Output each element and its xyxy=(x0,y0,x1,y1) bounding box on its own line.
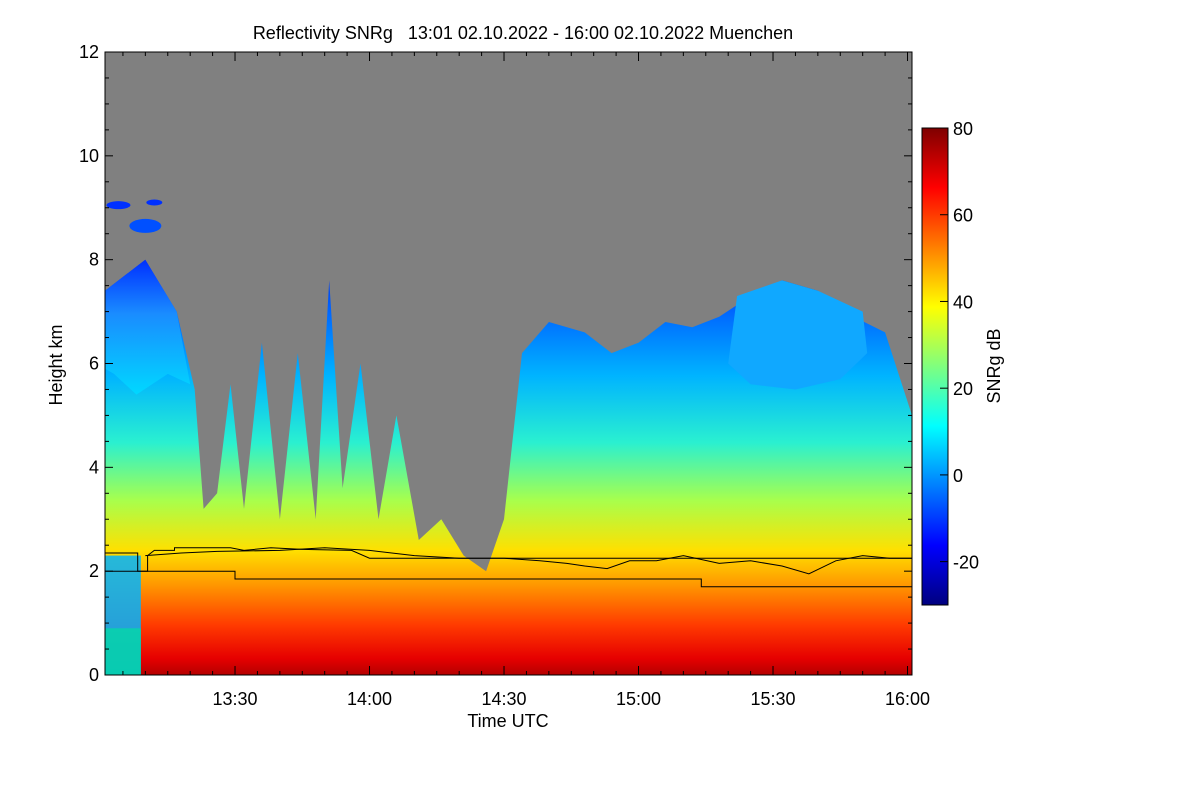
high-echo xyxy=(129,218,162,233)
y-tick-label: 10 xyxy=(79,146,99,166)
x-tick-label: 13:30 xyxy=(212,689,257,709)
height-lines xyxy=(105,547,912,588)
colorbar-tick-label: 60 xyxy=(953,206,973,226)
clutter-patch xyxy=(105,628,141,675)
x-tick-label: 16:00 xyxy=(885,689,930,709)
y-tick-label: 6 xyxy=(89,354,99,374)
high-echo-fragment xyxy=(106,201,131,210)
melting-layer-line xyxy=(145,547,912,575)
x-tick-label: 14:30 xyxy=(481,689,526,709)
y-tick-label: 4 xyxy=(89,457,99,477)
chart-title: Reflectivity SNRg 13:01 02.10.2022 - 16:… xyxy=(253,23,793,43)
height-line-lower xyxy=(105,553,912,588)
x-tick-label: 15:00 xyxy=(616,689,661,709)
colorbar-tick-label: 20 xyxy=(953,379,973,399)
upper-cloud xyxy=(728,280,868,390)
colorbar-tick-label: 80 xyxy=(953,119,973,139)
colorbar-tick-label: 40 xyxy=(953,292,973,312)
x-tick-label: 14:00 xyxy=(347,689,392,709)
y-tick-label: 2 xyxy=(89,561,99,581)
colorbar-ticks: -20 0 20 40 60 80 xyxy=(940,119,979,573)
upper-anvil xyxy=(105,259,191,395)
y-tick-label: 0 xyxy=(89,665,99,685)
echo-area xyxy=(105,259,912,675)
y-tick-label: 12 xyxy=(79,42,99,62)
colorbar-gradient xyxy=(921,127,949,606)
colorbar: -20 0 20 40 60 80 SNRg dB xyxy=(921,119,1004,606)
colorbar-tick-label: -20 xyxy=(953,553,979,573)
x-axis-label: Time UTC xyxy=(467,711,548,731)
y-tick-label: 8 xyxy=(89,250,99,270)
x-tick-label: 15:30 xyxy=(750,689,795,709)
x-axis: 13:30 14:00 14:30 15:00 15:30 16:00 xyxy=(122,52,930,709)
colorbar-label: SNRg dB xyxy=(984,328,1004,403)
y-axis-label: Height km xyxy=(46,324,66,405)
colorbar-tick-label: 0 xyxy=(953,466,963,486)
reflectivity-field xyxy=(105,199,912,675)
high-echo-fragment xyxy=(146,199,163,206)
